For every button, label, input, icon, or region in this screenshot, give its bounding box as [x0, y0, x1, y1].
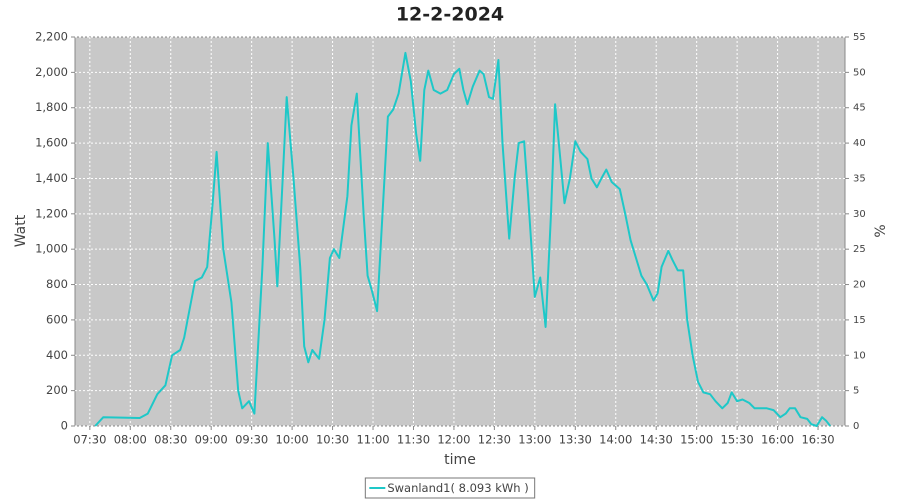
x-tick-label: 11:30	[397, 433, 430, 447]
x-tick-label: 10:00	[276, 433, 309, 447]
y2-tick-label: 30	[853, 209, 866, 220]
y-tick-label: 0	[61, 419, 68, 433]
y2-tick-label: 25	[853, 244, 866, 255]
plot-area	[74, 36, 846, 427]
x-tick-label: 14:00	[599, 433, 632, 447]
y2-tick-label: 55	[853, 32, 866, 43]
y-tick-label: 400	[46, 348, 68, 362]
series-line	[94, 51, 831, 427]
y2-axis-label: %	[873, 224, 889, 237]
x-tick-label: 08:30	[154, 433, 187, 447]
y-tick-label: 1,800	[35, 100, 68, 114]
x-tick-label: 12:30	[478, 433, 511, 447]
y2-tick-label: 35	[853, 173, 866, 184]
x-tick-label: 10:30	[316, 433, 349, 447]
y-tick-label: 2,000	[35, 65, 68, 79]
y2-tick-label: 50	[853, 67, 866, 78]
x-tick-label: 12:00	[437, 433, 470, 447]
y-tick-label: 600	[46, 312, 68, 326]
x-tick-label: 11:00	[356, 433, 389, 447]
y-tick-label: 1,200	[35, 206, 68, 220]
x-tick-label: 09:00	[195, 433, 228, 447]
x-tick-label: 15:30	[721, 433, 754, 447]
x-axis-label: time	[444, 452, 476, 468]
x-tick-label: 08:00	[114, 433, 147, 447]
legend-label: Swanland1( 8.093 kWh )	[387, 481, 528, 495]
x-tick-label: 13:30	[559, 433, 592, 447]
y-tick-label: 1,400	[35, 171, 68, 185]
y2-tick-label: 20	[853, 280, 866, 291]
x-tick-label: 07:30	[73, 433, 106, 447]
x-tick-label: 16:30	[801, 433, 834, 447]
legend-box	[364, 477, 536, 499]
y-tick-label: 200	[46, 383, 68, 397]
y-tick-label: 1,600	[35, 136, 68, 150]
legend: Swanland1( 8.093 kWh )	[364, 477, 536, 499]
y2-tick-label: 10	[853, 350, 866, 361]
y2-tick-label: 0	[853, 421, 859, 432]
y2-tick-label: 5	[853, 386, 859, 397]
y-axis-label: Watt	[13, 214, 29, 247]
x-tick-label: 14:30	[640, 433, 673, 447]
y2-tick-label: 15	[853, 315, 866, 326]
y2-tick-label: 40	[853, 138, 866, 149]
x-tick-label: 13:00	[518, 433, 551, 447]
y-tick-label: 1,000	[35, 242, 68, 256]
y-tick-label: 800	[46, 277, 68, 291]
y2-tick-label: 45	[853, 103, 866, 114]
y-tick-label: 2,200	[35, 30, 68, 44]
chart-title: 12-2-2024	[396, 4, 504, 26]
x-tick-label: 09:30	[235, 433, 268, 447]
x-tick-label: 15:00	[680, 433, 713, 447]
x-tick-label: 16:00	[761, 433, 794, 447]
